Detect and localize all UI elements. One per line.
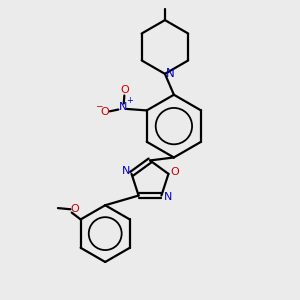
Text: N: N [166, 68, 175, 80]
Text: O: O [70, 204, 79, 214]
Text: O: O [171, 167, 179, 177]
Text: N: N [122, 167, 130, 176]
Text: −: − [94, 101, 102, 110]
Text: N: N [119, 102, 127, 112]
Text: +: + [126, 96, 133, 105]
Text: O: O [120, 85, 129, 95]
Text: O: O [100, 106, 109, 117]
Text: N: N [164, 192, 172, 202]
